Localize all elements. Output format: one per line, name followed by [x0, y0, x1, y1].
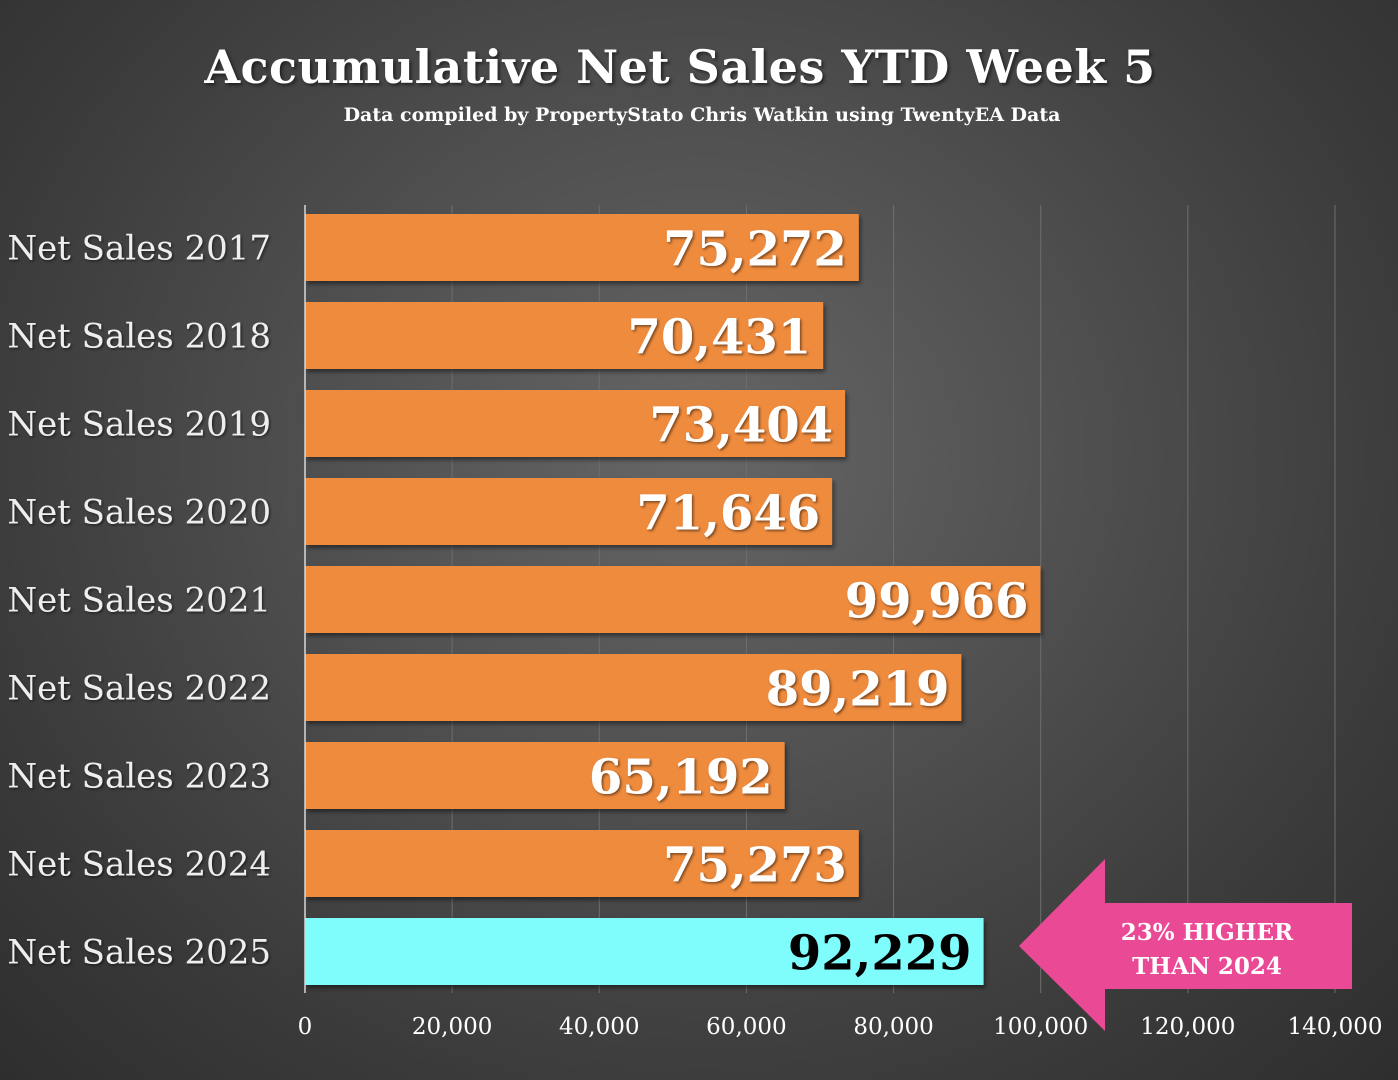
chart-title: Accumulative Net Sales YTD Week 5: [204, 40, 1156, 94]
x-tick-label: 120,000: [1140, 1014, 1235, 1040]
annotation-text: THAN 2024: [1132, 953, 1282, 980]
data-label: 99,966: [845, 574, 1029, 630]
category-label: Net Sales 2017: [7, 229, 271, 269]
chart-subtitle: Data compiled by PropertyStato Chris Wat…: [343, 104, 1061, 126]
bar: [305, 390, 846, 457]
data-label: 89,219: [766, 662, 950, 718]
bar: [305, 214, 859, 281]
category-label: Net Sales 2018: [7, 317, 271, 357]
bar: [305, 742, 785, 809]
annotation: 23% HIGHER THAN 2024: [1019, 859, 1352, 1031]
x-tick-label: 60,000: [706, 1014, 786, 1040]
category-label: Net Sales 2022: [7, 669, 271, 709]
bars: [305, 214, 1041, 985]
data-label: 75,273: [663, 838, 847, 894]
category-labels: Net Sales 2017 Net Sales 2018 Net Sales 20…: [7, 229, 271, 973]
category-label: Net Sales 2023: [7, 757, 271, 797]
bar: [305, 918, 984, 985]
bar: [305, 830, 859, 897]
x-tick-label: 80,000: [853, 1014, 933, 1040]
annotation-text: 23% HIGHER: [1121, 919, 1294, 946]
annotation-arrow: [1019, 859, 1352, 1031]
x-tick-label: 0: [298, 1014, 313, 1040]
data-label: 75,272: [663, 222, 847, 278]
bar: [305, 302, 824, 369]
bar: [305, 566, 1041, 633]
data-label: 92,229: [788, 926, 972, 982]
data-label: 73,404: [649, 398, 833, 454]
bar: [305, 478, 833, 545]
x-tick-label: 20,000: [412, 1014, 492, 1040]
category-label: Net Sales 2020: [7, 493, 271, 533]
x-tick-label: 140,000: [1287, 1014, 1382, 1040]
category-label: Net Sales 2025: [7, 933, 271, 973]
x-tick-labels: 0 20,000 40,000 60,000 80,000 100,000 120,000 1…: [298, 1014, 1383, 1040]
data-label: 71,646: [636, 486, 820, 542]
data-label: 65,192: [589, 750, 773, 806]
category-label: Net Sales 2021: [7, 581, 271, 621]
data-label: 70,431: [627, 310, 811, 366]
value-labels: 75,272 70,431 73,404 71,646 99,966 89,219 65,1…: [589, 222, 1029, 982]
category-label: Net Sales 2019: [7, 405, 271, 445]
x-tick-label: 100,000: [993, 1014, 1088, 1040]
bar: [305, 654, 962, 721]
category-label: Net Sales 2024: [7, 845, 271, 885]
x-tick-label: 40,000: [559, 1014, 639, 1040]
